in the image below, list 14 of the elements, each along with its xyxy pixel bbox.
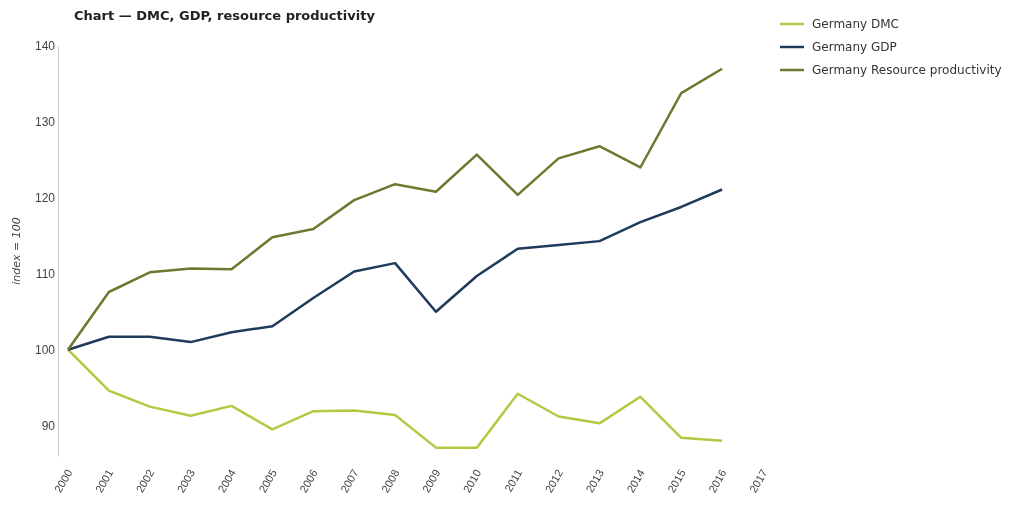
- y-tick-label: 110: [35, 267, 56, 282]
- line-series: [66, 188, 724, 351]
- y-tick-label: 100: [34, 343, 56, 358]
- y-tick-label: 130: [34, 115, 56, 130]
- y-tick-label: 120: [34, 191, 56, 206]
- line-series: [66, 348, 724, 449]
- legend-label: Germany GDP: [812, 40, 897, 54]
- y-tick-label: 90: [41, 418, 56, 433]
- line-series: [66, 67, 724, 351]
- y-axis-title: index = 100: [10, 217, 23, 285]
- y-tick-label: 140: [34, 39, 56, 54]
- chart-title: Chart — DMC, GDP, resource productivity: [74, 8, 376, 23]
- legend-label: Germany DMC: [812, 17, 899, 31]
- legend-label: Germany Resource productivity: [812, 63, 1002, 77]
